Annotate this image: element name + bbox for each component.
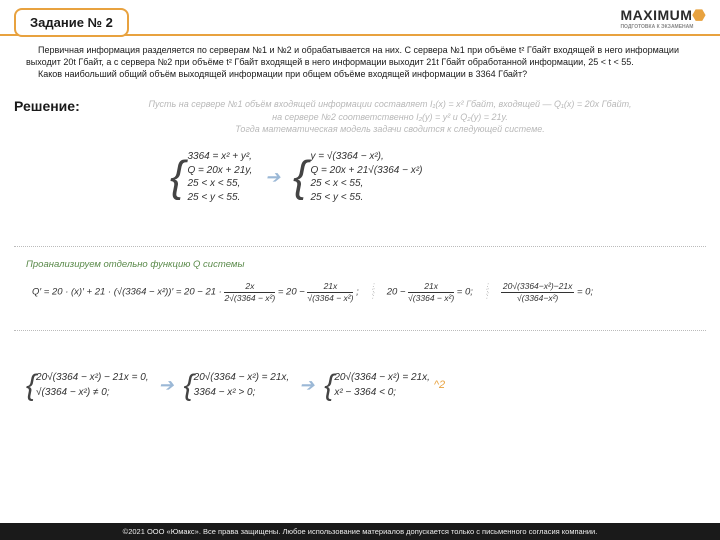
sys2-2: 20√(3364 − x²) = 21x, 3364 − x² > 0; — [194, 370, 290, 400]
left-brace-icon: { — [170, 159, 185, 194]
problem-text: Первичная информация разделяется по серв… — [26, 44, 698, 80]
footer: ©2021 ООО «Юмакс». Все права защищены. Л… — [0, 523, 720, 540]
arrow-right-icon: ➔ — [265, 167, 280, 188]
task-badge: Задание № 2 — [14, 8, 129, 37]
left-brace-icon: { — [26, 375, 36, 396]
vertical-dots-icon: ⋮⋮⋮ — [479, 285, 495, 299]
deriv-eq3: 20√(3364−x²)−21x√(3364−x²) = 0; — [495, 282, 599, 302]
arrow-right-icon: ➔ — [299, 375, 314, 396]
intro-line3: Тогда математическая модель задачи своди… — [100, 123, 680, 136]
s1l4: 25 < y < 55. — [187, 191, 252, 205]
system-block-2: { 20√(3364 − x²) − 21x = 0, √(3364 − x²)… — [26, 370, 445, 400]
problem-line1: Первичная информация разделяется по серв… — [26, 44, 698, 56]
left-brace-icon: { — [324, 375, 334, 396]
s1l1: 3364 = x² + y², — [187, 150, 252, 164]
divider — [14, 330, 706, 331]
problem-line3: Каков наибольший общий объём выходящей и… — [26, 68, 698, 80]
logo-icon: ⬣ — [692, 7, 706, 24]
deriv-eq2: 20 − 21x√(3364 − x²) = 0; — [381, 282, 479, 302]
left-brace-icon: { — [293, 159, 308, 194]
s1r4: 25 < y < 55. — [310, 191, 422, 205]
vertical-dots-icon: ⋮⋮⋮ — [365, 285, 381, 299]
logo-main: MAXIMUM⬣ — [620, 7, 706, 23]
derivative-row: Q′ = 20 · (x)′ + 21 · (√(3364 − x²))′ = … — [26, 282, 706, 302]
sys2-1: 20√(3364 − x²) − 21x = 0, √(3364 − x²) ≠… — [36, 370, 149, 400]
intro-line2: на сервере №2 соответственно I₂(y) = y² … — [100, 111, 680, 124]
solution-intro: Пусть на сервере №1 объём входящей инфор… — [100, 98, 680, 136]
system1-left: 3364 = x² + y², Q = 20x + 21y, 25 < x < … — [187, 150, 252, 204]
arrow-right-icon: ➔ — [159, 375, 174, 396]
system1-right: y = √(3364 − x²), Q = 20x + 21√(3364 − x… — [310, 150, 422, 204]
solution-label: Решение: — [14, 98, 80, 114]
left-brace-icon: { — [184, 375, 194, 396]
s1r2: Q = 20x + 21√(3364 − x²) — [310, 164, 422, 178]
sys2-3: 20√(3364 − x²) = 21x, x² − 3364 < 0; — [334, 370, 430, 400]
problem-line2: выходит 20t Гбайт, а с сервера №2 при об… — [26, 56, 698, 68]
analysis-text: Проанализируем отдельно функцию Q систем… — [26, 259, 244, 270]
square-note: ^2 — [434, 379, 445, 391]
logo: MAXIMUM⬣ ПОДГОТОВКА К ЭКЗАМЕНАМ — [620, 6, 706, 30]
logo-sub: ПОДГОТОВКА К ЭКЗАМЕНАМ — [620, 24, 706, 30]
s1l3: 25 < x < 55, — [187, 177, 252, 191]
s1r1: y = √(3364 − x²), — [310, 150, 422, 164]
s1l2: Q = 20x + 21y, — [187, 164, 252, 178]
divider — [14, 246, 706, 247]
system-block-1: { 3364 = x² + y², Q = 20x + 21y, 25 < x … — [170, 150, 422, 204]
intro-line1: Пусть на сервере №1 объём входящей инфор… — [100, 98, 680, 111]
deriv-eq1: Q′ = 20 · (x)′ + 21 · (√(3364 − x²))′ = … — [26, 282, 365, 302]
s1r3: 25 < x < 55, — [310, 177, 422, 191]
